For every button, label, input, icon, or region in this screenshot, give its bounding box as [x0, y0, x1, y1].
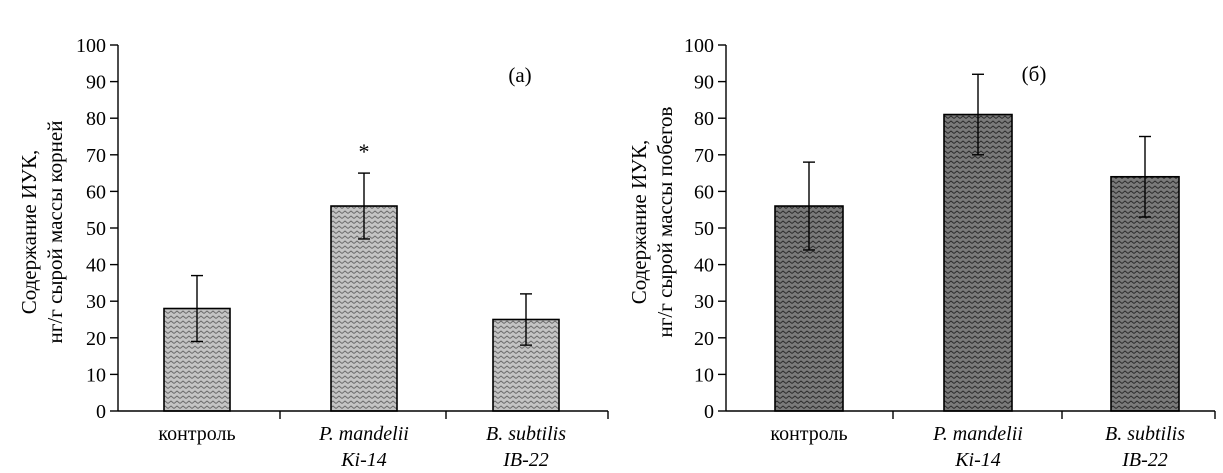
panel-a-category-labels: контроль P. mandelii Ki-14 B. subtilis I… — [158, 423, 566, 471]
panel-a-ylabel-line2: нг/г сырой массы корней — [43, 121, 67, 344]
panel-b-label: (б) — [1022, 62, 1047, 86]
panel-b-bars — [774, 113, 1180, 412]
panel-a-ytick-label-8: 80 — [86, 108, 106, 130]
panel-a-ytick-label-6: 60 — [86, 181, 106, 203]
panel-a-ytick-label-3: 30 — [86, 291, 106, 313]
panel-b-cat-label-2-line2: IB-22 — [1121, 449, 1168, 471]
panel-b-ytick-label-0: 0 — [704, 401, 714, 423]
panel-a-label: (а) — [508, 63, 531, 87]
panel-b-ytick-label-3: 30 — [694, 291, 714, 313]
panel-a-ytick-label-10: 100 — [76, 35, 106, 57]
panel-b-ylabel-line1: Содержание ИУК, — [627, 140, 651, 305]
panel-a: Содержание ИУК, нг/г сырой массы корней … — [17, 35, 609, 471]
panel-b-cat-label-1-line2: Ki-14 — [954, 449, 1001, 471]
panel-b-bar-1 — [943, 113, 1013, 412]
panel-a-cat-label-1: P. mandelii — [318, 423, 409, 445]
panel-a-bars — [163, 205, 560, 412]
panel-a-ytick-label-7: 70 — [86, 145, 106, 167]
panel-a-error-bars — [191, 172, 532, 346]
panel-a-ylabel-line1: Содержание ИУК, — [17, 150, 41, 315]
panel-a-ytick-label-4: 40 — [86, 255, 106, 277]
panel-b-ytick-label-4: 40 — [694, 255, 714, 277]
panel-a-ytick-label-5: 50 — [86, 218, 106, 240]
panel-b-ytick-label-2: 20 — [694, 328, 714, 350]
panel-a-annotation-1: * — [359, 139, 370, 164]
panel-a-annotations: * — [359, 139, 370, 164]
panel-b-y-ticks: 0 10 20 30 40 50 60 70 80 90 100 — [684, 35, 726, 423]
panel-b-ytick-label-5: 50 — [694, 218, 714, 240]
panel-a-cat-label-2: B. subtilis — [486, 423, 566, 445]
panel-a-bar-1 — [330, 205, 398, 412]
panel-a-ytick-label-0: 0 — [96, 401, 106, 423]
panel-a-cat-label-0: контроль — [158, 423, 235, 445]
panel-a-cat-label-1-line2: Ki-14 — [340, 449, 387, 471]
panel-b-cat-label-2: B. subtilis — [1105, 423, 1185, 445]
panel-b: Содержание ИУК, нг/г сырой массы побегов… — [627, 35, 1216, 471]
panel-a-x-ticks — [279, 411, 609, 419]
panel-a-y-ticks: 0 10 20 30 40 50 60 70 80 90 100 — [76, 35, 118, 423]
panel-b-ytick-label-6: 60 — [694, 181, 714, 203]
panel-b-category-labels: контроль P. mandelii Ki-14 B. subtilis I… — [770, 423, 1185, 471]
panel-b-error-bars — [803, 73, 1151, 251]
panel-a-ytick-label-2: 20 — [86, 328, 106, 350]
panel-a-ytick-label-1: 10 — [86, 364, 106, 386]
panel-b-ylabel-line2: нг/г сырой массы побегов — [653, 106, 677, 337]
panel-b-x-ticks — [892, 411, 1216, 419]
panel-b-ytick-label-10: 100 — [684, 35, 714, 57]
panel-b-ytick-label-9: 90 — [694, 72, 714, 94]
panel-b-ytick-label-1: 10 — [694, 364, 714, 386]
panel-b-cat-label-0: контроль — [770, 423, 847, 445]
panel-b-ytick-label-8: 80 — [694, 108, 714, 130]
panel-a-cat-label-2-line2: IB-22 — [502, 449, 549, 471]
panel-b-cat-label-1: P. mandelii — [932, 423, 1023, 445]
panel-a-ytick-label-9: 90 — [86, 72, 106, 94]
panel-b-ytick-label-7: 70 — [694, 145, 714, 167]
